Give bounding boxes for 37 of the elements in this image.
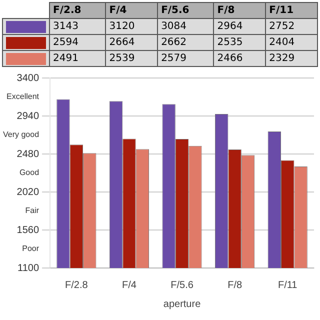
category-label: F/5.6 [161,5,190,16]
category-label: F/2.8 [53,5,82,16]
x-tick-label: F/2.8 [65,280,88,291]
y-tick-label: 1100 [18,262,40,274]
x-tick-label: F/4 [122,280,137,291]
y-tick-label: 2020 [16,186,40,198]
y-tick-label: 2940 [16,110,40,122]
y-tick-label: 2480 [16,148,40,160]
data-label: 2579 [158,50,214,66]
y-tick-label: Good [19,168,40,178]
y-tick-label: Fair [25,206,40,216]
data-label: 2535 [214,34,266,50]
data-label: 2329 [266,50,318,66]
data-label: 2404 [266,34,318,50]
x-tick-label: F/11 [278,280,298,291]
category-label: F/11 [269,5,294,16]
data-label: 2662 [158,34,214,50]
data-label: 2752 [266,18,318,34]
data-label: 2964 [214,18,266,34]
x-tick-label: F/5.6 [170,280,194,291]
y-tick-label: Poor [22,244,40,254]
data-label: 2491 [50,50,106,66]
data-label: 2466 [214,50,266,66]
data-label: 2594 [50,34,106,50]
y-tick-label: 3400 [16,72,40,84]
y-tick-label: Excellent [6,92,40,102]
y-tick-label: Very good [2,130,40,140]
x-tick-label: F/8 [228,280,242,291]
category-label: F/4 [109,5,127,16]
data-label: 3120 [106,18,158,34]
data-label: 2664 [106,34,158,50]
data-label: 3084 [158,18,214,34]
data-label: 3143 [50,18,106,34]
category-label: F/8 [217,5,235,16]
x-axis-title: aperture [163,298,202,310]
data-label: 2539 [106,50,158,66]
y-tick-label: 1560 [16,224,40,236]
